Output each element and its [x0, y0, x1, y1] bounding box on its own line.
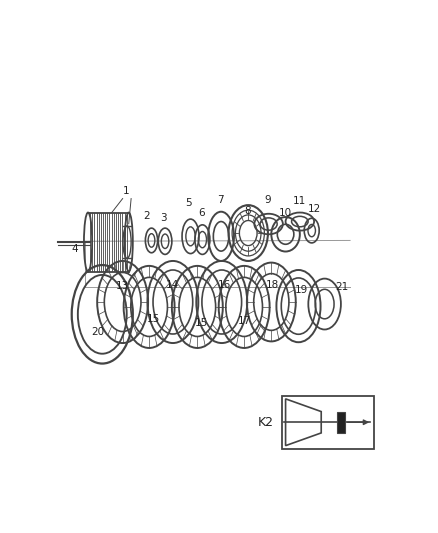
Text: 15: 15	[147, 314, 160, 324]
Text: 15: 15	[195, 318, 208, 327]
Text: 21: 21	[336, 282, 349, 292]
Text: 16: 16	[218, 280, 231, 290]
Text: 19: 19	[295, 285, 308, 295]
Text: 2: 2	[143, 211, 150, 221]
Bar	[282, 395, 374, 449]
Text: 13: 13	[116, 280, 129, 290]
Text: 4: 4	[72, 245, 78, 254]
Text: 8: 8	[244, 206, 251, 216]
Text: 1: 1	[123, 186, 129, 196]
Bar	[337, 411, 345, 433]
Text: 3: 3	[160, 213, 167, 223]
Text: 9: 9	[265, 195, 271, 205]
Text: 12: 12	[308, 204, 321, 214]
Text: K2: K2	[258, 416, 274, 429]
Text: 20: 20	[91, 327, 104, 336]
Text: 17: 17	[238, 316, 251, 326]
Text: 14: 14	[166, 280, 180, 290]
Text: 18: 18	[265, 280, 279, 290]
Text: 11: 11	[293, 196, 307, 206]
Text: 5: 5	[186, 198, 192, 208]
Text: 10: 10	[279, 207, 292, 217]
Text: 7: 7	[217, 195, 223, 205]
Text: 6: 6	[198, 207, 205, 217]
